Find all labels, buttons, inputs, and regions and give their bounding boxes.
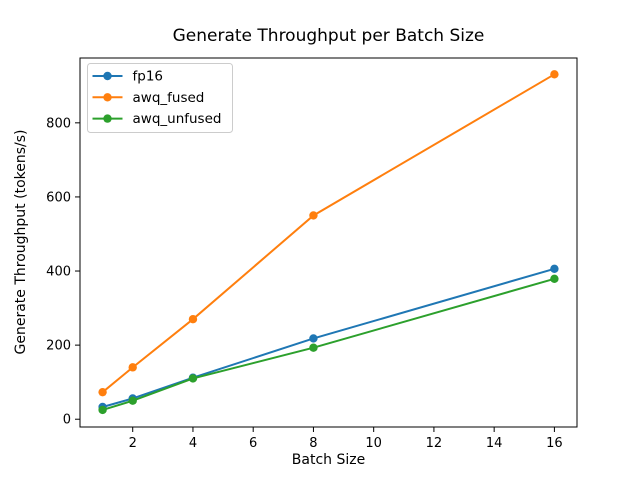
data-point-awq_fused-x4 bbox=[188, 314, 198, 324]
data-point-fp16-x8 bbox=[309, 334, 318, 343]
legend-label-awq_fused: awq_fused bbox=[133, 90, 205, 106]
data-point-awq_unfused-x8 bbox=[309, 343, 318, 352]
data-point-awq_fused-x1 bbox=[98, 387, 107, 397]
x-axis-tick-label: 2 bbox=[129, 436, 137, 451]
y-axis-tick-label: 800 bbox=[46, 116, 71, 131]
legend-label-fp16: fp16 bbox=[133, 69, 164, 85]
data-point-fp16-x16 bbox=[550, 264, 559, 274]
x-axis-tick-label: 10 bbox=[365, 436, 382, 451]
y-axis-tick-label: 400 bbox=[46, 264, 71, 279]
y-axis-tick-label: 600 bbox=[46, 190, 71, 205]
data-point-awq_unfused-x2 bbox=[128, 396, 137, 405]
legend-label-awq_unfused: awq_unfused bbox=[133, 111, 222, 127]
x-axis-tick-label: 14 bbox=[486, 436, 503, 451]
x-axis-tick-label: 6 bbox=[249, 436, 257, 451]
legend-box bbox=[87, 63, 233, 133]
x-axis-tick-label: 8 bbox=[309, 436, 317, 451]
data-point-awq_fused-x16 bbox=[550, 70, 559, 79]
x-axis-tick-label: 12 bbox=[426, 436, 443, 451]
data-point-awq_unfused-x4 bbox=[188, 374, 198, 383]
x-axis-tick-label: 16 bbox=[546, 436, 563, 451]
legend-sample-marker-awq_unfused bbox=[103, 114, 112, 123]
legend-sample-marker-awq_fused bbox=[103, 93, 112, 102]
data-point-awq_fused-x2 bbox=[128, 363, 137, 372]
data-point-awq_fused-x8 bbox=[309, 211, 318, 220]
chart-title: Generate Throughput per Batch Size bbox=[172, 26, 485, 46]
axes-box bbox=[79, 57, 578, 428]
legend-sample-marker-fp16 bbox=[103, 71, 112, 81]
x-axis-label: Batch Size bbox=[291, 452, 366, 468]
series-line-awq_unfused bbox=[102, 277, 555, 411]
x-axis-tick-label: 4 bbox=[189, 436, 197, 451]
y-axis-tick-label: 200 bbox=[46, 339, 71, 354]
data-point-awq_unfused-x1 bbox=[98, 405, 107, 415]
data-point-awq_unfused-x16 bbox=[550, 274, 559, 284]
y-axis-tick-label: 0 bbox=[63, 413, 71, 428]
